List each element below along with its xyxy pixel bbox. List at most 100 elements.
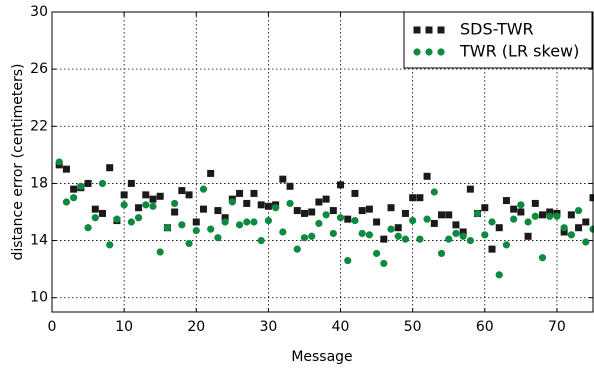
twr-lr-skew-point <box>178 221 186 229</box>
x-tick-label: 60 <box>476 319 494 335</box>
twr-lr-skew-point <box>409 216 417 225</box>
twr-lr-skew-point <box>98 179 107 188</box>
twr-lr-skew-point <box>344 256 352 265</box>
twr-lr-skew-point <box>560 224 568 232</box>
twr-lr-skew-point <box>401 235 410 243</box>
y-axis-title: distance error (centimeters) <box>10 63 26 260</box>
plot-frame <box>51 11 594 313</box>
twr-lr-skew-point <box>459 232 467 240</box>
sds-twr-point <box>106 164 114 172</box>
sds-twr-point <box>466 185 474 193</box>
sds-twr-point <box>452 221 460 229</box>
twr-lr-skew-point <box>473 209 482 218</box>
legend-marker-symbol <box>437 48 445 56</box>
sds-twr-point <box>495 224 503 232</box>
x-tick-label: 20 <box>187 319 205 335</box>
sds-twr-point <box>488 245 496 253</box>
twr-lr-skew-point <box>481 231 489 239</box>
x-tick-label: 10 <box>115 319 133 335</box>
sds-twr-point <box>329 207 337 215</box>
x-tick-label: 30 <box>259 319 277 335</box>
twr-lr-skew-point <box>127 218 135 226</box>
sds-twr-point <box>560 228 568 236</box>
sds-twr-point <box>539 211 547 219</box>
twr-lr-skew-point <box>250 218 258 226</box>
sds-twr-point <box>315 198 323 206</box>
sds-twr-point <box>337 181 345 189</box>
sds-twr-point <box>531 199 539 207</box>
twr-lr-skew-point <box>351 216 359 225</box>
twr-lr-skew-point <box>55 158 63 166</box>
twr-lr-skew-point <box>510 215 518 223</box>
legend: SDS-TWR TWR (LR skew) <box>403 11 593 69</box>
y-tick-label: 10 <box>30 290 48 306</box>
sds-twr-point <box>380 235 388 243</box>
sds-twr-point <box>91 205 99 213</box>
sds-twr-point <box>322 195 330 203</box>
x-tick-label: 40 <box>332 319 350 335</box>
sds-twr-point <box>524 232 532 240</box>
twr-lr-skew-point <box>279 228 287 236</box>
sds-twr-point <box>510 205 518 213</box>
twr-lr-skew-point <box>488 218 496 226</box>
twr-lr-skew-point <box>466 236 474 245</box>
sds-twr-point <box>171 208 179 216</box>
twr-lr-skew-point <box>142 201 150 209</box>
x-axis-title: Message <box>291 349 352 365</box>
sds-twr-point <box>214 207 222 215</box>
sds-twr-point <box>264 202 272 210</box>
twr-lr-skew-point <box>243 218 251 226</box>
sds-twr-point <box>293 207 301 215</box>
twr-lr-skew-point <box>538 254 547 262</box>
legend-marker-twr-lr-skew <box>413 48 445 56</box>
twr-lr-skew-point <box>228 198 236 206</box>
legend-box <box>403 11 593 69</box>
twr-lr-skew-point <box>495 271 503 279</box>
sds-twr-point <box>70 185 78 193</box>
twr-lr-skew-point <box>329 229 337 238</box>
twr-lr-skew-point <box>445 235 453 243</box>
twr-lr-skew-point <box>546 212 554 220</box>
sds-twr-point <box>156 192 164 200</box>
sds-twr-point <box>127 179 135 187</box>
x-tick-label: 50 <box>404 319 422 335</box>
twr-lr-skew-point <box>315 219 323 228</box>
twr-lr-skew-point <box>308 232 316 240</box>
sds-twr-point <box>546 208 554 216</box>
sds-twr-point <box>279 175 287 183</box>
twr-lr-skew-point <box>293 245 301 253</box>
twr-lr-skew-point <box>192 226 200 235</box>
sds-twr-point <box>62 165 70 173</box>
legend-label-twr-lr-skew: TWR (LR skew) <box>459 42 579 61</box>
sds-twr-point <box>481 204 489 212</box>
twr-lr-skew-point <box>207 225 215 233</box>
sds-twr-point <box>358 207 366 215</box>
series-1 <box>55 158 594 279</box>
twr-lr-skew-point <box>264 216 272 225</box>
twr-lr-skew-point <box>502 241 511 249</box>
legend-marker-symbol <box>413 48 421 56</box>
sds-twr-point <box>567 211 575 219</box>
sds-twr-point <box>84 179 92 187</box>
legend-marker-symbol <box>425 48 433 56</box>
sds-twr-point <box>401 209 409 217</box>
sds-twr-point <box>142 191 150 199</box>
y-tick-label: 22 <box>30 118 48 134</box>
twr-lr-skew-point <box>567 231 575 239</box>
twr-lr-skew-point <box>517 201 525 209</box>
twr-lr-skew-point <box>272 204 280 212</box>
twr-lr-skew-point <box>300 234 309 242</box>
twr-lr-skew-point <box>582 238 590 246</box>
sds-twr-point <box>387 204 395 212</box>
x-tick-label: 0 <box>48 319 57 335</box>
sds-twr-point <box>502 197 510 205</box>
y-tick-label: 26 <box>30 61 48 77</box>
sds-twr-point <box>243 199 251 207</box>
sds-twr-point <box>98 209 106 217</box>
sds-twr-point <box>135 204 143 212</box>
legend-marker-sds-twr <box>413 26 445 34</box>
sds-twr-point <box>250 189 258 197</box>
twr-lr-skew-point <box>134 214 143 222</box>
sds-twr-point <box>300 209 308 217</box>
